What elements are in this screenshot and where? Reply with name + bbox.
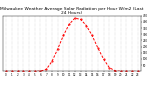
Title: Milwaukee Weather Average Solar Radiation per Hour W/m2 (Last 24 Hours): Milwaukee Weather Average Solar Radiatio… bbox=[0, 7, 144, 15]
